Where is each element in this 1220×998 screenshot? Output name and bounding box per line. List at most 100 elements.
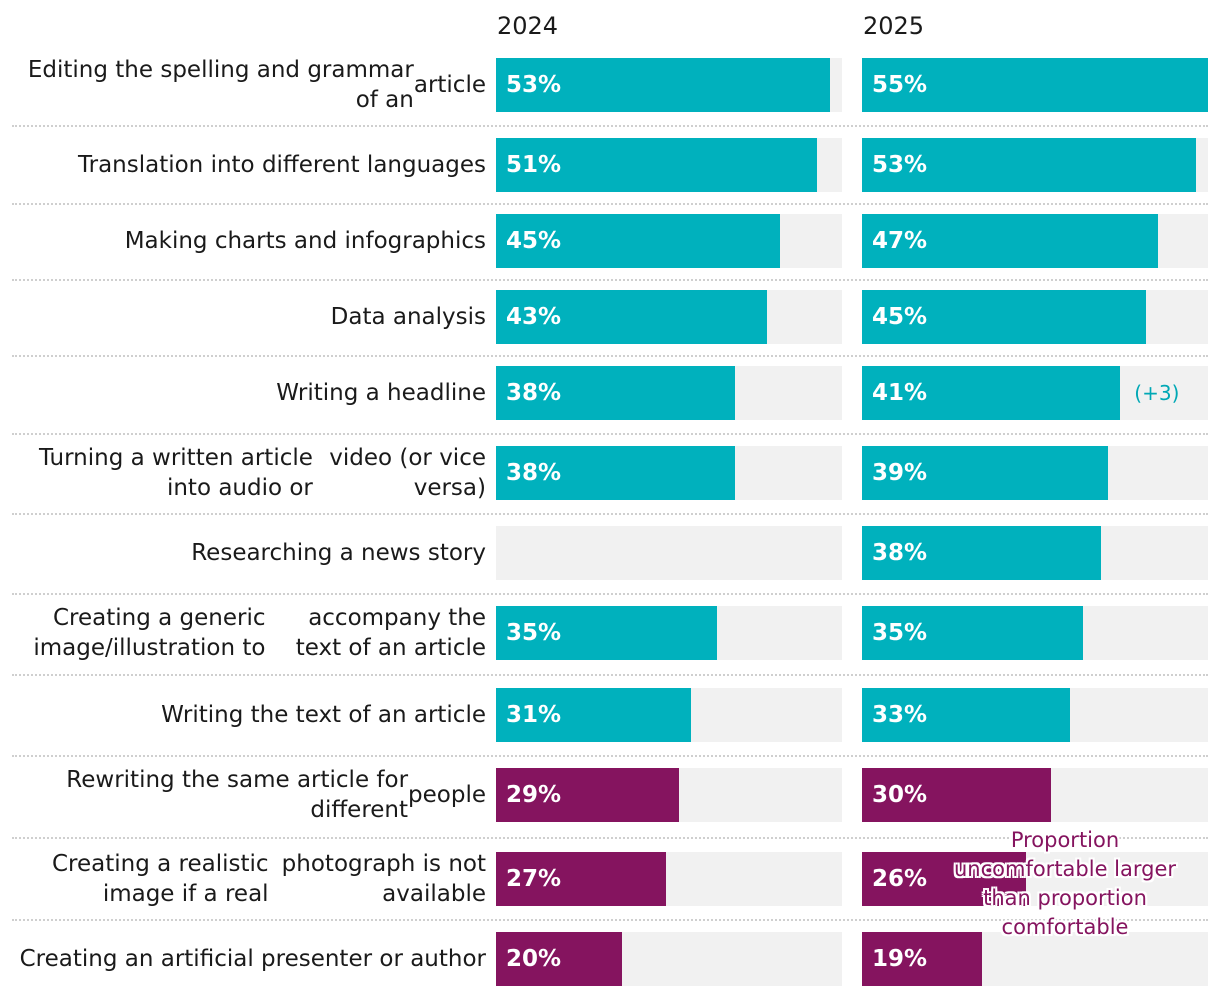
category-label: Data analysis [0, 278, 486, 356]
row-divider [12, 755, 1208, 757]
category-label: Creating an artificial presenter or auth… [0, 920, 486, 998]
category-label: Creating a generic image/illustration to… [0, 594, 486, 672]
bar-2025 [862, 688, 1070, 742]
row-divider [12, 513, 1208, 515]
bar-track-2024: 45% [496, 214, 842, 268]
bar-2025 [862, 852, 1026, 906]
bar-track-2024: 51% [496, 138, 842, 192]
bar-track-2025: 55% [862, 58, 1208, 112]
bar-2024 [496, 290, 767, 344]
category-label-line: article [413, 72, 486, 98]
chart-row: Rewriting the same article for different… [0, 767, 1220, 823]
row-divider [12, 203, 1208, 205]
category-label: Editing the spelling and grammar of an ar… [0, 46, 486, 124]
bar-2025 [862, 214, 1159, 268]
category-label-line: accompany the text of an article [295, 605, 486, 661]
category-label-line: Creating an artificial presenter or auth… [19, 946, 486, 972]
category-label: Rewriting the same article for different… [0, 756, 486, 834]
annotation-note: Proportion uncomfortable larger than propo… [948, 826, 1182, 942]
bar-track-2024: 31% [496, 688, 842, 742]
annotation-note-line: uncomfortable larger [953, 857, 1177, 881]
chart-row: Researching a news story 38% [0, 526, 1220, 580]
category-label: Writing the text of an article [0, 676, 486, 754]
category-label-line: Data analysis [330, 304, 486, 330]
bar-value-label: 38% [506, 460, 562, 486]
row-divider [12, 433, 1208, 435]
bar-value-label: 45% [506, 228, 562, 254]
bar-2025 [862, 526, 1102, 580]
chart-row: Making charts and infographics 45% 47% [0, 214, 1220, 268]
category-label: Researching a news story [0, 514, 486, 592]
bar-value-label: 53% [506, 72, 562, 98]
bar-2024 [496, 138, 818, 192]
chart-row: Editing the spelling and grammar of an ar… [0, 57, 1220, 113]
bar-value-label: 35% [872, 620, 928, 646]
annotation-note-line: comfortable [1001, 915, 1129, 939]
bar-2025 [862, 138, 1196, 192]
bar-value-label: 39% [872, 460, 928, 486]
bar-2024 [496, 932, 622, 986]
category-label-line: Editing the spelling and grammar of an [27, 57, 414, 113]
category-label: Creating a realistic image if a real phot… [0, 840, 486, 918]
category-label-line: Creating a generic image/illustration to [33, 605, 266, 661]
bar-2025 [862, 366, 1121, 420]
bar-value-label: 43% [506, 304, 562, 330]
category-label-line: Turning a written article into audio or [38, 445, 313, 501]
chart-row: Translation into different languages 51% 5… [0, 138, 1220, 192]
delta-annotation: (+3) [1134, 381, 1180, 405]
bar-track-2024: 35% [496, 606, 842, 660]
bar-track-2024: 53% [496, 58, 842, 112]
category-label-line: Rewriting the same article for different [66, 767, 409, 823]
bar-value-label: 55% [872, 72, 928, 98]
bar-value-label: 51% [506, 152, 562, 178]
bar-track-2025: 19% [862, 932, 1208, 986]
bar-track-2025: 53% [862, 138, 1208, 192]
bar-track-2025: 39% [862, 446, 1208, 500]
bar-2024 [496, 688, 692, 742]
bar-track-2024 [496, 526, 842, 580]
bar-value-label: 35% [506, 620, 562, 646]
bar-track-2025: 26% [862, 852, 1208, 906]
bar-2024 [496, 58, 830, 112]
column-header-2024: 2024 [497, 12, 559, 40]
bar-track-2024: 43% [496, 290, 842, 344]
bar-track-2025: 45% [862, 290, 1208, 344]
bar-track-2025: 38% [862, 526, 1208, 580]
bar-value-label: 29% [506, 782, 562, 808]
bar-2025 [862, 606, 1083, 660]
row-divider [12, 837, 1208, 839]
bar-track-2025: 30% [862, 768, 1208, 822]
bar-2024 [496, 214, 780, 268]
annotation-note-line: than proportion [983, 886, 1147, 910]
row-divider [12, 674, 1208, 676]
bar-value-label: 41% [872, 380, 928, 406]
bar-value-label: 19% [872, 946, 928, 972]
bar-track-2024: 38% [496, 366, 842, 420]
annotation-note-line: Proportion [1010, 828, 1120, 852]
chart-row: Creating a realistic image if a real phot… [0, 851, 1220, 907]
category-label: Turning a written article into audio or v… [0, 434, 486, 512]
bar-value-label: 30% [872, 782, 928, 808]
chart-row: Creating an artificial presenter or auth… [0, 932, 1220, 986]
bar-track-2025: 41% [862, 366, 1208, 420]
bar-value-label: 38% [506, 380, 562, 406]
chart-row: Writing the text of an article 31% 33% [0, 688, 1220, 742]
bar-2024 [496, 852, 667, 906]
bar-2025 [862, 932, 982, 986]
bar-value-label: 38% [872, 540, 928, 566]
row-divider [12, 355, 1208, 357]
category-label-line: photograph is not available [281, 851, 486, 907]
category-label-line: Creating a realistic image if a real [51, 851, 269, 907]
category-label-line: Writing the text of an article [161, 702, 486, 728]
chart-row: Turning a written article into audio or v… [0, 445, 1220, 501]
category-label-line: people [408, 782, 486, 808]
bar-track-2025: 35% [862, 606, 1208, 660]
bar-value-label: 47% [872, 228, 928, 254]
row-divider [12, 125, 1208, 127]
bar-2025 [862, 768, 1051, 822]
column-header-2025: 2025 [863, 12, 925, 40]
bar-2024 [496, 606, 717, 660]
bar-2025 [862, 58, 1208, 112]
category-label-line: Writing a headline [276, 380, 486, 406]
